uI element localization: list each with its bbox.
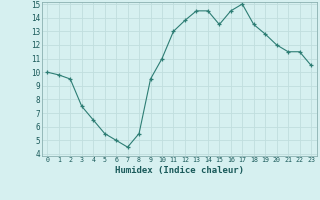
X-axis label: Humidex (Indice chaleur): Humidex (Indice chaleur) xyxy=(115,166,244,175)
